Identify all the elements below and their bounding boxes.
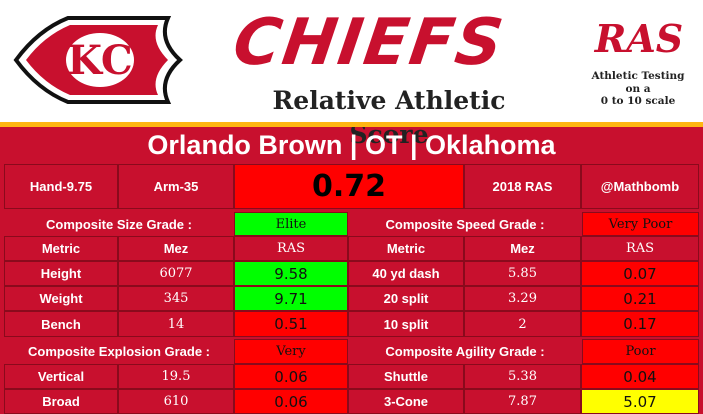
ras-logo: RAS [594,16,684,61]
player-title: Orlando Brown | OT | Oklahoma [147,130,556,160]
page-subtitle: Relative Athletic Score [272,86,506,149]
agility-grade-label: Composite Agility Grade : [385,344,545,359]
table-row-mez: 610 [118,389,234,414]
table-row-ras: 5.07 [581,389,699,414]
table-row-metric: 20 split [348,286,464,311]
table-row-ras: 9.71 [234,286,348,311]
table-row-ras: 0.51 [234,311,348,337]
table-row-ras: 0.21 [581,286,699,311]
table-row-metric: Shuttle [348,364,464,389]
table-row-metric: Vertical [4,364,118,389]
chiefs-arrowhead-logo: KC [13,16,183,104]
logo-monogram: KC [67,37,133,84]
column-header-ras: RAS [581,236,699,261]
explosion-grade-label: Composite Explosion Grade : [27,344,211,359]
table-row-metric: Weight [4,286,118,311]
speed-grade-value: Very Poor [582,212,699,236]
table-row-metric: Broad [4,389,118,414]
column-header-ras: RAS [234,236,348,261]
ras-score: 0.72 [234,164,464,209]
ras-description: Athletic Testing on a 0 to 10 scale [580,70,696,118]
table-row-ras: 0.04 [581,364,699,389]
size-grade-label: Composite Size Grade : [46,216,192,232]
table-row-mez: 19.5 [118,364,234,389]
size-grade-value: Elite [234,212,348,236]
table-row-ras: 0.06 [234,389,348,414]
year-ras: 2018 RAS [464,164,581,209]
table-row-ras: 9.58 [234,261,348,286]
table-row-mez: 7.87 [464,389,581,414]
column-header-metric: Metric [4,236,118,261]
table-row-ras: 0.06 [234,364,348,389]
table-row-metric: 3-Cone [348,389,464,414]
table-row-metric: Height [4,261,118,286]
table-row-mez: 2 [464,311,581,337]
author-handle: @Mathbomb [581,164,699,209]
table-row-mez: 5.85 [464,261,581,286]
header-banner: KC CHIEFS Relative Athletic Score RAS At… [0,0,703,149]
table-row-metric: 10 split [348,311,464,337]
table-row-mez: 5.38 [464,364,581,389]
column-header-mez: Mez [118,236,234,261]
team-wordmark: CHIEFS [228,6,510,80]
hand-size: Hand-9.75 [4,164,118,209]
column-header-metric: Metric [348,236,464,261]
gold-divider [0,122,703,127]
agility-grade-value: Poor [582,339,699,364]
column-header-mez: Mez [464,236,581,261]
arm-length: Arm-35 [118,164,234,209]
table-row-mez: 6077 [118,261,234,286]
table-row-ras: 0.17 [581,311,699,337]
table-row-ras: 0.07 [581,261,699,286]
explosion-grade-value: Very [234,339,348,364]
ras-desc-line: Athletic Testing [591,70,685,82]
table-row-mez: 3.29 [464,286,581,311]
table-row-mez: 14 [118,311,234,337]
table-row-mez: 345 [118,286,234,311]
table-row-metric: Bench [4,311,118,337]
table-row-metric: 40 yd dash [348,261,464,286]
ras-desc-line: on a [625,82,651,95]
ras-desc-line: 0 to 10 scale [600,95,676,107]
speed-grade-label: Composite Speed Grade : [385,216,545,232]
